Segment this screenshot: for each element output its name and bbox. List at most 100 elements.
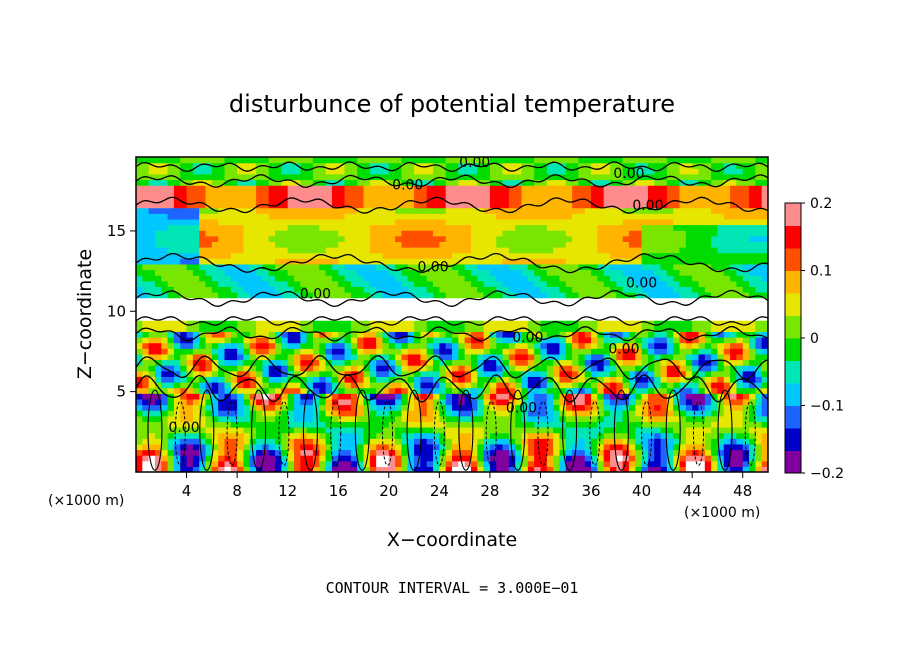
field-cell <box>489 455 497 462</box>
field-cell <box>439 443 447 451</box>
field-cell <box>761 303 768 310</box>
field-cell <box>521 359 529 366</box>
field-cell <box>161 443 169 451</box>
field-cell <box>249 269 257 276</box>
field-cell <box>723 286 731 293</box>
field-cell <box>426 207 434 214</box>
field-cell <box>660 427 668 434</box>
field-cell <box>395 370 403 377</box>
field-cell <box>154 432 162 439</box>
field-cell <box>199 235 207 242</box>
field-cell <box>452 449 459 456</box>
field-cell <box>660 218 668 226</box>
field-cell <box>331 370 339 377</box>
field-cell <box>319 275 327 282</box>
field-cell <box>148 275 156 282</box>
field-cell <box>654 348 662 355</box>
field-cell <box>572 455 579 462</box>
field-cell <box>287 337 295 344</box>
field-cell <box>483 421 491 428</box>
field-cell <box>761 370 768 377</box>
field-cell <box>477 410 485 417</box>
field-cell <box>414 269 421 276</box>
field-cell <box>673 387 681 394</box>
field-cell <box>186 213 194 220</box>
field-cell <box>452 280 459 287</box>
field-cell <box>344 207 352 214</box>
field-cell <box>363 353 371 361</box>
field-cell <box>287 370 295 377</box>
field-cell <box>452 275 459 282</box>
field-cell <box>173 365 181 372</box>
field-cell <box>262 269 270 276</box>
field-cell <box>382 387 390 394</box>
field-cell <box>420 404 428 411</box>
field-cell <box>325 190 333 197</box>
field-cell <box>546 410 554 417</box>
field-cell <box>546 331 554 338</box>
field-cell <box>654 376 662 383</box>
field-cell <box>711 224 719 231</box>
field-cell <box>325 331 333 338</box>
field-cell <box>452 258 459 265</box>
field-cell <box>521 337 529 344</box>
field-cell <box>142 449 150 456</box>
field-cell <box>458 432 466 439</box>
field-cell <box>616 297 624 304</box>
field-cell <box>761 348 768 355</box>
field-cell <box>445 427 453 434</box>
field-cell <box>540 230 548 237</box>
field-cell <box>597 308 605 316</box>
field-cell <box>749 224 756 231</box>
field-cell <box>167 269 175 276</box>
field-cell <box>584 218 592 226</box>
field-cell <box>325 370 333 377</box>
field-cell <box>331 286 339 293</box>
field-cell <box>647 230 655 237</box>
field-cell <box>723 443 731 451</box>
field-cell <box>527 449 535 456</box>
field-cell <box>300 263 308 271</box>
field-cell <box>635 438 643 445</box>
field-cell <box>749 235 756 242</box>
field-cell <box>470 280 478 287</box>
field-cell <box>635 432 643 439</box>
field-cell <box>256 252 263 259</box>
field-cell <box>641 427 649 434</box>
field-cell <box>483 275 491 282</box>
field-cell <box>275 427 282 434</box>
field-cell <box>186 427 194 434</box>
field-cell <box>294 331 301 338</box>
field-cell <box>742 230 750 237</box>
field-cell <box>306 466 314 472</box>
field-cell <box>666 320 674 327</box>
field-cell <box>742 460 750 467</box>
field-cell <box>521 297 529 304</box>
field-cell <box>218 387 226 394</box>
field-cell <box>180 393 188 400</box>
field-cell <box>628 455 636 462</box>
field-cell <box>319 438 327 445</box>
field-cell <box>350 235 358 242</box>
field-cell <box>205 202 213 209</box>
field-cell <box>173 421 181 428</box>
field-cell <box>142 410 150 417</box>
field-cell <box>268 393 276 400</box>
field-cell <box>685 275 693 282</box>
field-cell <box>388 230 396 237</box>
field-cell <box>597 449 605 456</box>
field-cell <box>723 297 731 304</box>
field-cell <box>357 224 365 231</box>
field-cell <box>464 303 472 310</box>
field-cell <box>458 235 466 242</box>
field-cell <box>704 218 712 226</box>
field-cell <box>508 314 516 321</box>
field-cell <box>136 410 143 417</box>
field-cell <box>306 241 314 248</box>
field-cell <box>382 230 390 237</box>
field-cell <box>218 455 226 462</box>
field-cell <box>224 398 232 406</box>
field-cell <box>654 438 662 445</box>
field-cell <box>673 275 681 282</box>
field-cell <box>433 303 440 310</box>
